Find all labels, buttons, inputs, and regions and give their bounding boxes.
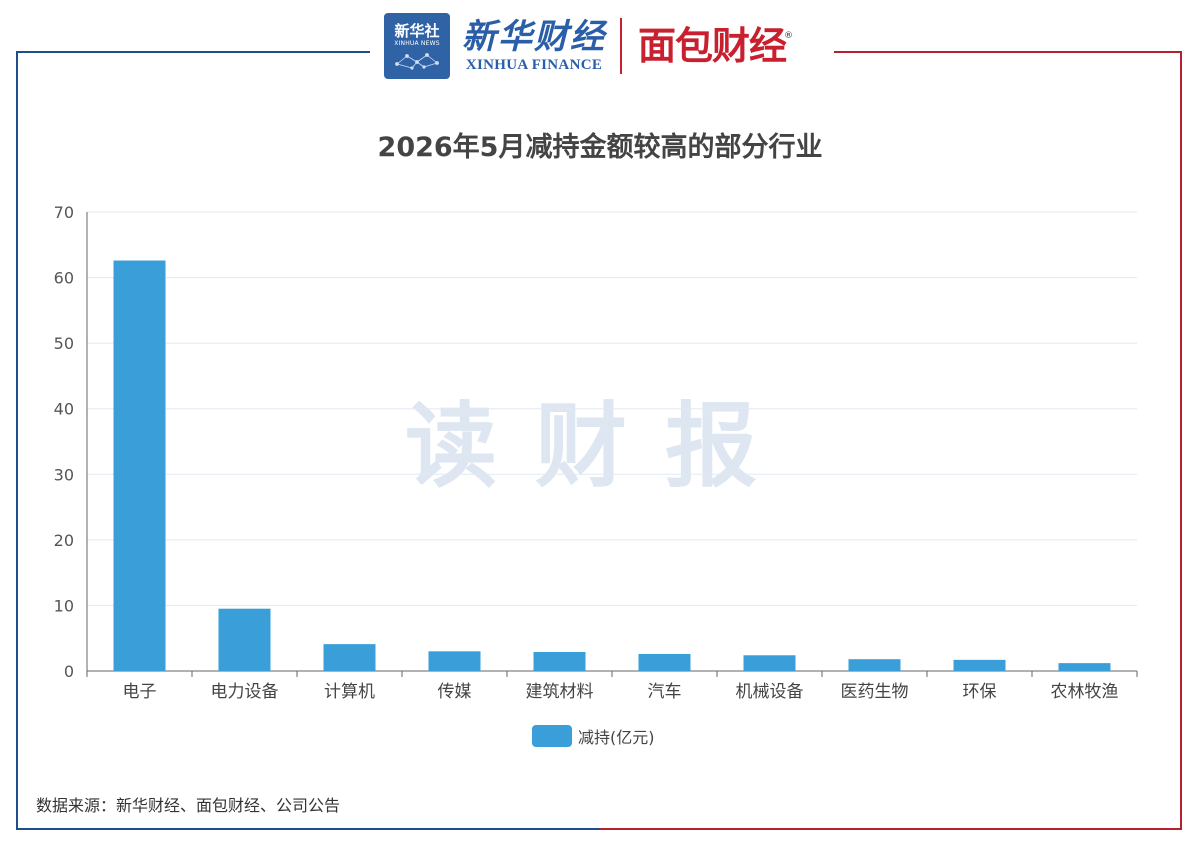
bar [638, 653, 691, 671]
bar [218, 608, 271, 671]
bar [848, 659, 901, 671]
x-category-label: 电子 [123, 682, 157, 702]
xinhua-finance-en: XINHUA FINANCE [465, 57, 603, 73]
xinhua-finance-cn: 新华财经 [462, 17, 606, 57]
watermark: 读财报 [405, 393, 795, 500]
y-tick-label: 20 [54, 531, 74, 550]
bar [113, 260, 166, 671]
x-category-label: 传媒 [438, 682, 472, 702]
y-tick-label: 70 [54, 203, 74, 222]
frame-bottom-left [16, 828, 600, 830]
chart-title: 2026年5月减持金额较高的部分行业 [377, 132, 823, 163]
y-tick-label: 50 [54, 334, 74, 353]
mianbao-finance-logo: 面包财经 ® [638, 24, 793, 68]
header-logos: 新华社 XINHUA NEWS 新华财经 XINHUA FINANCE 面包财经… [380, 8, 830, 84]
x-category-label: 农林牧渔 [1051, 682, 1119, 702]
frame-right [1180, 51, 1182, 830]
bar [323, 644, 376, 671]
y-tick-label: 40 [54, 400, 74, 419]
frame-top-right [834, 51, 1182, 53]
xinhua-finance-logo: 新华财经 XINHUA FINANCE [462, 18, 606, 74]
bar [953, 659, 1006, 671]
x-category-label: 建筑材料 [526, 682, 594, 702]
x-category-label: 汽车 [648, 682, 682, 702]
legend-label: 减持(亿元) [578, 728, 655, 747]
y-tick-label: 0 [64, 662, 74, 681]
x-category-label: 电力设备 [211, 682, 279, 702]
frame-left [16, 51, 18, 830]
xinhua-badge-cn: 新华社 [394, 22, 440, 40]
legend-swatch [532, 725, 572, 747]
bar [1058, 663, 1111, 671]
bar [743, 655, 796, 671]
globe-network-icon [395, 53, 439, 70]
y-tick-label: 30 [54, 465, 74, 484]
data-source-note: 数据来源：新华财经、面包财经、公司公告 [36, 796, 341, 815]
bar [533, 651, 586, 671]
xinhua-news-logo: 新华社 XINHUA NEWS [384, 13, 450, 79]
x-category-label: 计算机 [324, 682, 375, 702]
logo-divider [620, 18, 622, 74]
registered-mark: ® [784, 31, 793, 41]
y-tick-label: 60 [54, 269, 74, 288]
x-category-label: 环保 [963, 682, 997, 702]
xinhua-badge-en: XINHUA NEWS [394, 40, 440, 47]
mianbao-logo-text: 面包财经 [638, 24, 787, 68]
frame-top-left [16, 51, 370, 53]
chart-legend[interactable]: 减持(亿元) [532, 724, 655, 748]
x-category-label: 机械设备 [736, 682, 804, 702]
y-tick-label: 10 [54, 596, 74, 615]
x-category-label: 医药生物 [841, 682, 909, 702]
frame-bottom-right [600, 828, 1182, 830]
bar [428, 651, 481, 671]
